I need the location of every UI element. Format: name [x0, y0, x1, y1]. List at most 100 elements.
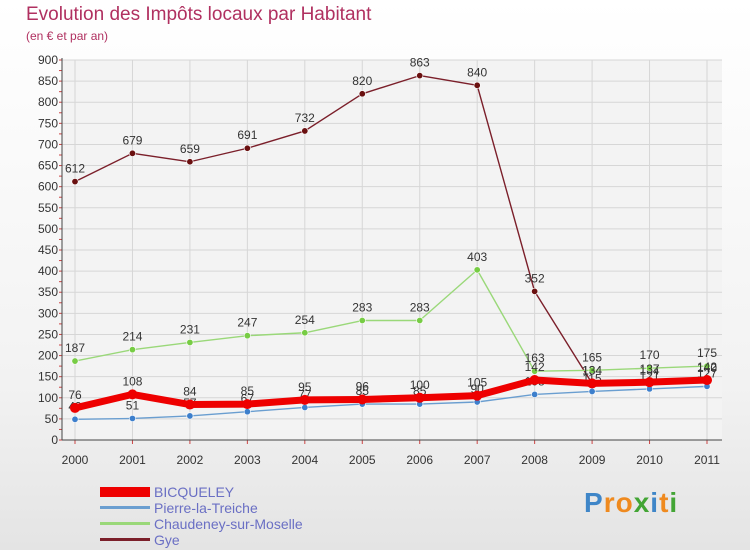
data-label-chaudeney-sur-moselle: 175: [697, 346, 717, 360]
data-point-gye: [71, 178, 79, 186]
data-label-bicqueley: 96: [356, 379, 370, 393]
data-label-bicqueley: 108: [122, 374, 142, 388]
data-label-bicqueley: 142: [697, 360, 717, 374]
data-label-gye: 863: [410, 56, 430, 70]
series-line-chaudeney-sur-moselle: [74, 269, 708, 372]
legend-swatch-bicqueley: [100, 487, 150, 497]
data-label-bicqueley: 134: [582, 363, 602, 377]
x-tick-label: 2011: [694, 453, 720, 467]
y-tick-label: 450: [38, 243, 58, 257]
x-tick-label: 2001: [119, 453, 146, 467]
data-label-bicqueley: 84: [183, 385, 197, 399]
logo-letter: i: [669, 487, 679, 518]
y-tick-label: 300: [38, 306, 58, 320]
data-point-pierre-la-treiche: [301, 403, 309, 411]
y-tick-label: 350: [38, 285, 58, 299]
data-label-bicqueley: 85: [241, 384, 255, 398]
y-tick-label: 0: [51, 433, 58, 447]
x-tick-label: 2000: [62, 453, 89, 467]
proxiti-logo: Proxiti: [584, 487, 678, 519]
legend-item-gye: Gye: [100, 532, 303, 548]
data-label-chaudeney-sur-moselle: 165: [582, 350, 602, 364]
data-label-bicqueley: 76: [68, 388, 82, 402]
y-tick-label: 800: [38, 95, 58, 109]
data-point-chaudeney-sur-moselle: [71, 357, 79, 365]
x-tick-label: 2003: [234, 453, 261, 467]
y-tick-label: 250: [38, 327, 58, 341]
data-point-chaudeney-sur-moselle: [128, 346, 136, 354]
data-point-bicqueley: [644, 377, 655, 388]
data-point-pierre-la-treiche: [128, 414, 136, 422]
y-tick-label: 750: [38, 116, 58, 130]
logo-letter: x: [633, 487, 651, 518]
data-label-gye: 820: [352, 74, 372, 88]
data-label-gye: 679: [122, 133, 142, 147]
data-point-pierre-la-treiche: [186, 412, 194, 420]
data-point-chaudeney-sur-moselle: [473, 266, 481, 274]
legend: BICQUELEY Pierre-la-Treiche Chaudeney-su…: [100, 484, 303, 548]
legend-item-pierre-la-treiche: Pierre-la-Treiche: [100, 500, 303, 516]
data-label-bicqueley: 100: [410, 378, 430, 392]
data-point-chaudeney-sur-moselle: [358, 317, 366, 325]
data-label-chaudeney-sur-moselle: 214: [122, 330, 142, 344]
y-tick-label: 150: [38, 370, 58, 384]
data-label-gye: 612: [65, 162, 85, 176]
data-point-gye: [416, 72, 424, 80]
data-point-chaudeney-sur-moselle: [703, 362, 711, 370]
y-tick-label: 700: [38, 137, 58, 151]
data-point-chaudeney-sur-moselle: [416, 317, 424, 325]
data-label-gye: 659: [180, 142, 200, 156]
data-label-chaudeney-sur-moselle: 170: [640, 348, 660, 362]
data-label-chaudeney-sur-moselle: 163: [525, 351, 545, 365]
data-point-bicqueley: [127, 389, 138, 400]
data-point-bicqueley: [357, 394, 368, 405]
logo-letter: P: [584, 487, 604, 518]
data-point-bicqueley: [587, 378, 598, 389]
data-label-gye: 691: [237, 128, 257, 142]
legend-label-chaudeney: Chaudeney-sur-Moselle: [154, 516, 303, 532]
data-label-chaudeney-sur-moselle: 231: [180, 322, 200, 336]
x-tick-label: 2008: [521, 453, 548, 467]
y-tick-label: 100: [38, 391, 58, 405]
data-point-gye: [128, 149, 136, 157]
data-point-pierre-la-treiche: [71, 415, 79, 423]
data-point-bicqueley: [242, 399, 253, 410]
data-point-chaudeney-sur-moselle: [186, 338, 194, 346]
data-point-chaudeney-sur-moselle: [646, 364, 654, 372]
logo-letter: t: [659, 487, 670, 518]
data-point-pierre-la-treiche: [588, 387, 596, 395]
legend-item-chaudeney: Chaudeney-sur-Moselle: [100, 516, 303, 532]
x-tick-label: 2006: [406, 453, 433, 467]
logo-letter: o: [615, 487, 634, 518]
data-point-gye: [243, 144, 251, 152]
legend-item-bicqueley: BICQUELEY: [100, 484, 303, 500]
data-label-chaudeney-sur-moselle: 283: [352, 301, 372, 315]
data-label-gye: 352: [525, 271, 545, 285]
data-label-pierre-la-treiche: 51: [126, 398, 140, 412]
data-label-chaudeney-sur-moselle: 283: [410, 301, 430, 315]
y-tick-label: 400: [38, 264, 58, 278]
line-chart: 0 50 100 150 200 250 300 350 400 450 500 550 600 650 7…: [38, 53, 722, 467]
chart-subtitle: (en € et par an): [26, 29, 109, 43]
data-label-chaudeney-sur-moselle: 254: [295, 313, 315, 327]
series-line-pierre-la-treiche: [74, 385, 708, 421]
data-point-bicqueley: [472, 390, 483, 401]
logo-letter: r: [603, 487, 616, 518]
y-tick-label: 600: [38, 180, 58, 194]
y-tick-label: 550: [38, 201, 58, 215]
data-point-bicqueley: [184, 399, 195, 410]
x-tick-label: 2009: [579, 453, 606, 467]
legend-swatch-pierre-la-treiche: [100, 506, 150, 509]
data-point-bicqueley: [529, 375, 540, 386]
data-label-chaudeney-sur-moselle: 403: [467, 250, 487, 264]
y-tick-label: 50: [45, 412, 59, 426]
legend-label-gye: Gye: [154, 532, 180, 548]
logo-letter: i: [650, 487, 660, 518]
data-point-bicqueley: [70, 402, 80, 413]
y-tick-label: 900: [38, 53, 58, 67]
legend-label-pierre-la-treiche: Pierre-la-Treiche: [154, 500, 258, 516]
data-label-chaudeney-sur-moselle: 187: [65, 341, 85, 355]
x-tick-label: 2005: [349, 453, 376, 467]
data-point-gye: [531, 287, 539, 295]
data-label-gye: 840: [467, 65, 487, 79]
